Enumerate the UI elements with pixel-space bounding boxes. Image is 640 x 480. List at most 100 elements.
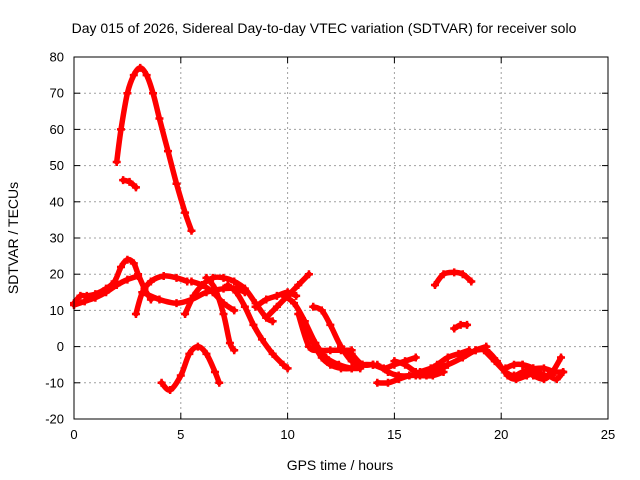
data-point: [230, 277, 239, 286]
data-point: [510, 371, 519, 380]
data-point: [262, 295, 271, 304]
data-point: [450, 268, 459, 277]
data-point: [268, 349, 277, 358]
data-point: [119, 176, 128, 185]
data-point: [142, 71, 151, 80]
data-point: [443, 353, 452, 362]
data-point: [454, 349, 463, 358]
data-point: [518, 360, 527, 369]
data-point: [529, 364, 538, 373]
data-point: [300, 317, 309, 326]
data-point: [159, 272, 168, 281]
data-point: [155, 114, 164, 123]
data-point: [467, 277, 476, 286]
data-point: [292, 291, 301, 300]
data-point: [304, 270, 313, 279]
data-point: [390, 357, 399, 366]
data-point: [443, 360, 452, 369]
data-point: [539, 364, 548, 373]
grid: [74, 57, 608, 419]
data-point: [290, 299, 299, 308]
data-point: [232, 288, 241, 297]
data-point: [157, 378, 166, 387]
data-point: [394, 375, 403, 384]
data-point: [125, 177, 134, 186]
data-point: [458, 353, 467, 362]
data-point: [439, 270, 448, 279]
data-point: [383, 367, 392, 376]
data-point: [223, 281, 232, 290]
data-point: [272, 302, 281, 311]
data-point: [225, 338, 234, 347]
data-point: [181, 208, 190, 217]
data-point: [294, 281, 303, 290]
data-point: [129, 259, 138, 268]
data-point: [129, 71, 138, 80]
x-tick-label: 0: [70, 427, 77, 442]
data-point: [102, 288, 111, 297]
data-point: [326, 360, 335, 369]
data-point: [202, 273, 211, 282]
data-point: [358, 360, 367, 369]
data-point: [557, 353, 566, 362]
data-series: [70, 63, 568, 395]
data-point: [202, 349, 211, 358]
axis-ticks: 0 5 10 15 20 25 -20 -10 0 10 20 30 40 50 60 70 80: [45, 50, 615, 443]
y-tick-label: 20: [50, 267, 64, 282]
data-point: [163, 147, 172, 156]
data-point: [189, 291, 198, 300]
data-point: [193, 342, 202, 351]
data-point: [373, 360, 382, 369]
x-tick-label: 10: [280, 427, 294, 442]
data-point: [428, 364, 437, 373]
x-tick-label: 20: [494, 427, 508, 442]
data-point: [283, 364, 292, 373]
data-point: [138, 288, 147, 297]
data-point: [309, 338, 318, 347]
data-point: [123, 255, 132, 264]
data-point: [480, 346, 489, 355]
y-tick-label: 0: [57, 339, 64, 354]
data-point: [131, 183, 140, 192]
data-point: [172, 273, 181, 282]
data-point: [535, 371, 544, 380]
data-point: [187, 277, 196, 286]
data-point: [544, 371, 553, 380]
data-point: [210, 367, 219, 376]
data-point: [337, 364, 345, 373]
data-point: [510, 360, 519, 369]
data-point: [166, 386, 175, 395]
y-tick-label: 60: [50, 122, 64, 137]
data-point: [279, 360, 288, 369]
data-point: [552, 375, 561, 384]
data-point: [411, 371, 420, 380]
data-point: [471, 346, 480, 355]
x-tick-label: 5: [177, 427, 184, 442]
y-tick-label: 80: [50, 50, 64, 65]
data-point: [123, 275, 132, 284]
data-point: [559, 367, 568, 376]
data-point: [134, 272, 143, 281]
data-point: [326, 320, 335, 329]
data-point: [501, 364, 510, 373]
data-point: [262, 313, 271, 322]
data-point: [215, 378, 224, 387]
data-point: [251, 302, 260, 311]
data-point: [401, 360, 410, 369]
data-point: [123, 89, 132, 98]
data-point: [257, 335, 266, 344]
data-point: [149, 89, 158, 98]
x-tick-label: 25: [601, 427, 615, 442]
data-point: [136, 63, 145, 72]
y-tick-label: 30: [50, 231, 64, 246]
data-point: [430, 281, 439, 290]
data-point: [268, 317, 277, 326]
data-point: [317, 306, 326, 315]
data-point: [219, 284, 228, 293]
data-point: [347, 364, 356, 373]
data-point: [172, 299, 181, 308]
y-tick-label: 50: [50, 158, 64, 173]
data-point: [230, 346, 239, 355]
data-point: [116, 125, 125, 134]
